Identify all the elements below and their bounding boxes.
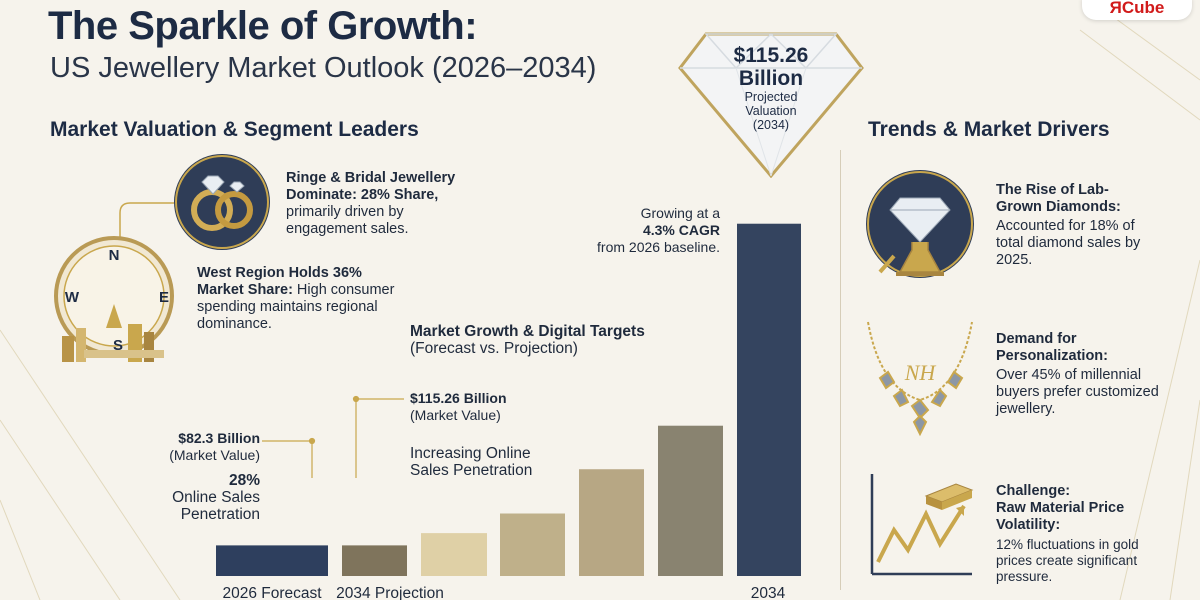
online-2026-line1: Online Sales bbox=[172, 489, 260, 506]
page-subtitle: US Jewellery Market Outlook (2026–2034) bbox=[50, 52, 597, 84]
personal-l2: buyers prefer customized bbox=[996, 384, 1159, 400]
challenge-l1: 12% fluctuations in gold bbox=[996, 537, 1139, 552]
online-2026-value: 28% bbox=[228, 472, 260, 489]
section-heading-valuation: Market Valuation & Segment Leaders bbox=[50, 118, 419, 141]
page-title: The Sparkle of Growth: bbox=[48, 4, 478, 48]
west-line2b: High consumer bbox=[292, 282, 395, 298]
personal-l1: Over 45% of millennial bbox=[996, 367, 1142, 383]
chart-bar-4 bbox=[500, 513, 565, 576]
lab-title2: Grown Diamonds: bbox=[996, 199, 1121, 215]
challenge-l3: pressure. bbox=[996, 569, 1053, 584]
diamond-line1: Projected bbox=[744, 90, 798, 104]
lab-l2: total diamond sales by bbox=[996, 235, 1141, 251]
cagr-line3: from 2026 baseline. bbox=[597, 239, 720, 255]
diamond-line3: (2034) bbox=[752, 118, 790, 132]
bridal-share-text: Ringe & Bridal Jewellery Dominate: 28% S… bbox=[286, 170, 506, 238]
bridal-line4: engagement sales. bbox=[286, 221, 409, 237]
gold-volatility-icon bbox=[870, 474, 974, 576]
personal-l3: jewellery. bbox=[996, 401, 1056, 417]
logo-text: ЯCube bbox=[1109, 0, 1165, 17]
challenge-title2: Raw Material Price bbox=[996, 500, 1125, 516]
compass-east: E bbox=[159, 289, 169, 306]
lab-grown-text: The Rise of Lab- Grown Diamonds: Account… bbox=[996, 182, 1186, 269]
cagr-line1: Growing at a bbox=[640, 205, 720, 221]
leader-2034 bbox=[355, 398, 404, 478]
compass-west: W bbox=[65, 289, 80, 306]
connector-line bbox=[119, 202, 174, 240]
value-2026-sub: (Market Value) bbox=[169, 447, 260, 463]
leader-dot-2026 bbox=[308, 437, 316, 445]
online-2034-line1: Increasing Online bbox=[410, 445, 531, 462]
online-2026-line2: Penetration bbox=[180, 506, 260, 523]
chart-tick-label: 2034 bbox=[751, 585, 786, 600]
chart-bar-3 bbox=[421, 533, 487, 576]
bridal-line1: Ringe & Bridal Jewellery bbox=[286, 170, 456, 186]
diamond-line2: Valuation bbox=[745, 104, 797, 118]
chart-bar-8 bbox=[737, 223, 801, 576]
brand-logo: ЯCube bbox=[1082, 0, 1192, 20]
compass-south: S bbox=[113, 337, 123, 354]
lab-l1: Accounted for 18% of bbox=[996, 218, 1135, 234]
diamond-unit: Billion bbox=[738, 67, 804, 90]
challenge-l2: prices create significant bbox=[996, 553, 1138, 568]
growth-title: Market Growth & Digital Targets bbox=[410, 323, 645, 340]
growth-heading: Market Growth & Digital Targets (Forecas… bbox=[410, 323, 645, 357]
west-line4: dominance. bbox=[197, 316, 272, 332]
challenge-text: Challenge: Raw Material Price Volatility… bbox=[996, 483, 1186, 585]
section-heading-trends: Trends & Market Drivers bbox=[868, 118, 1110, 141]
value-2026-callout: $82.3 Billion (Market Value) bbox=[150, 430, 260, 464]
chart-bar-2 bbox=[342, 545, 407, 576]
personal-title2: Personalization: bbox=[996, 348, 1108, 364]
diamond-valuation: $115.26 Billion Projected Valuation (203… bbox=[706, 44, 836, 132]
compass-icon: N E S W bbox=[54, 236, 174, 362]
column-divider bbox=[840, 150, 841, 590]
challenge-title1: Challenge: bbox=[996, 483, 1071, 499]
chart-tick-label: 2034 Projection bbox=[336, 585, 444, 600]
chart-bar-5 bbox=[579, 469, 644, 576]
value-2034-sub: (Market Value) bbox=[410, 407, 501, 423]
rings-icon bbox=[174, 154, 270, 250]
lab-diamond-icon bbox=[866, 170, 974, 278]
bridal-line2: Dominate: 28% Share, bbox=[286, 187, 439, 203]
bridal-line3: primarily driven by bbox=[286, 204, 404, 220]
chart-tick-label: 2026 Forecast bbox=[222, 585, 322, 600]
diamond-value: $115.26 bbox=[733, 44, 809, 67]
chart-bar-1 bbox=[216, 545, 328, 576]
west-line2: Market Share: bbox=[197, 282, 293, 298]
value-2026: $82.3 Billion bbox=[178, 430, 260, 446]
compass-north: N bbox=[109, 247, 120, 264]
lab-title1: The Rise of Lab- bbox=[996, 182, 1109, 198]
necklace-icon: NH bbox=[867, 321, 973, 437]
leader-dot-2034 bbox=[352, 395, 360, 403]
leader-2026 bbox=[262, 440, 313, 478]
lab-l3: 2025. bbox=[996, 252, 1033, 268]
chart-bar-6 bbox=[658, 425, 723, 576]
online-2026-callout: 28% Online Sales Penetration bbox=[150, 472, 260, 523]
diamond-icon bbox=[678, 32, 864, 178]
west-region-text: West Region Holds 36% Market Share: High… bbox=[197, 265, 407, 333]
necklace-monogram: NH bbox=[904, 360, 937, 385]
growth-subtitle: (Forecast vs. Projection) bbox=[410, 340, 578, 357]
cagr-line2: 4.3% CAGR bbox=[642, 222, 720, 238]
cagr-callout: Growing at a 4.3% CAGR from 2026 baselin… bbox=[580, 205, 720, 256]
west-line3: spending maintains regional bbox=[197, 299, 378, 315]
online-2034-line2: Sales Penetration bbox=[410, 462, 533, 479]
value-2034-callout: $115.26 Billion (Market Value) bbox=[410, 390, 507, 424]
online-2034-callout: Increasing Online Sales Penetration bbox=[410, 445, 532, 479]
personalization-text: Demand for Personalization: Over 45% of … bbox=[996, 331, 1186, 418]
personal-title1: Demand for bbox=[996, 331, 1077, 347]
west-line1: West Region Holds 36% bbox=[197, 265, 362, 281]
challenge-title3: Volatility: bbox=[996, 517, 1061, 533]
value-2034: $115.26 Billion bbox=[410, 390, 507, 406]
